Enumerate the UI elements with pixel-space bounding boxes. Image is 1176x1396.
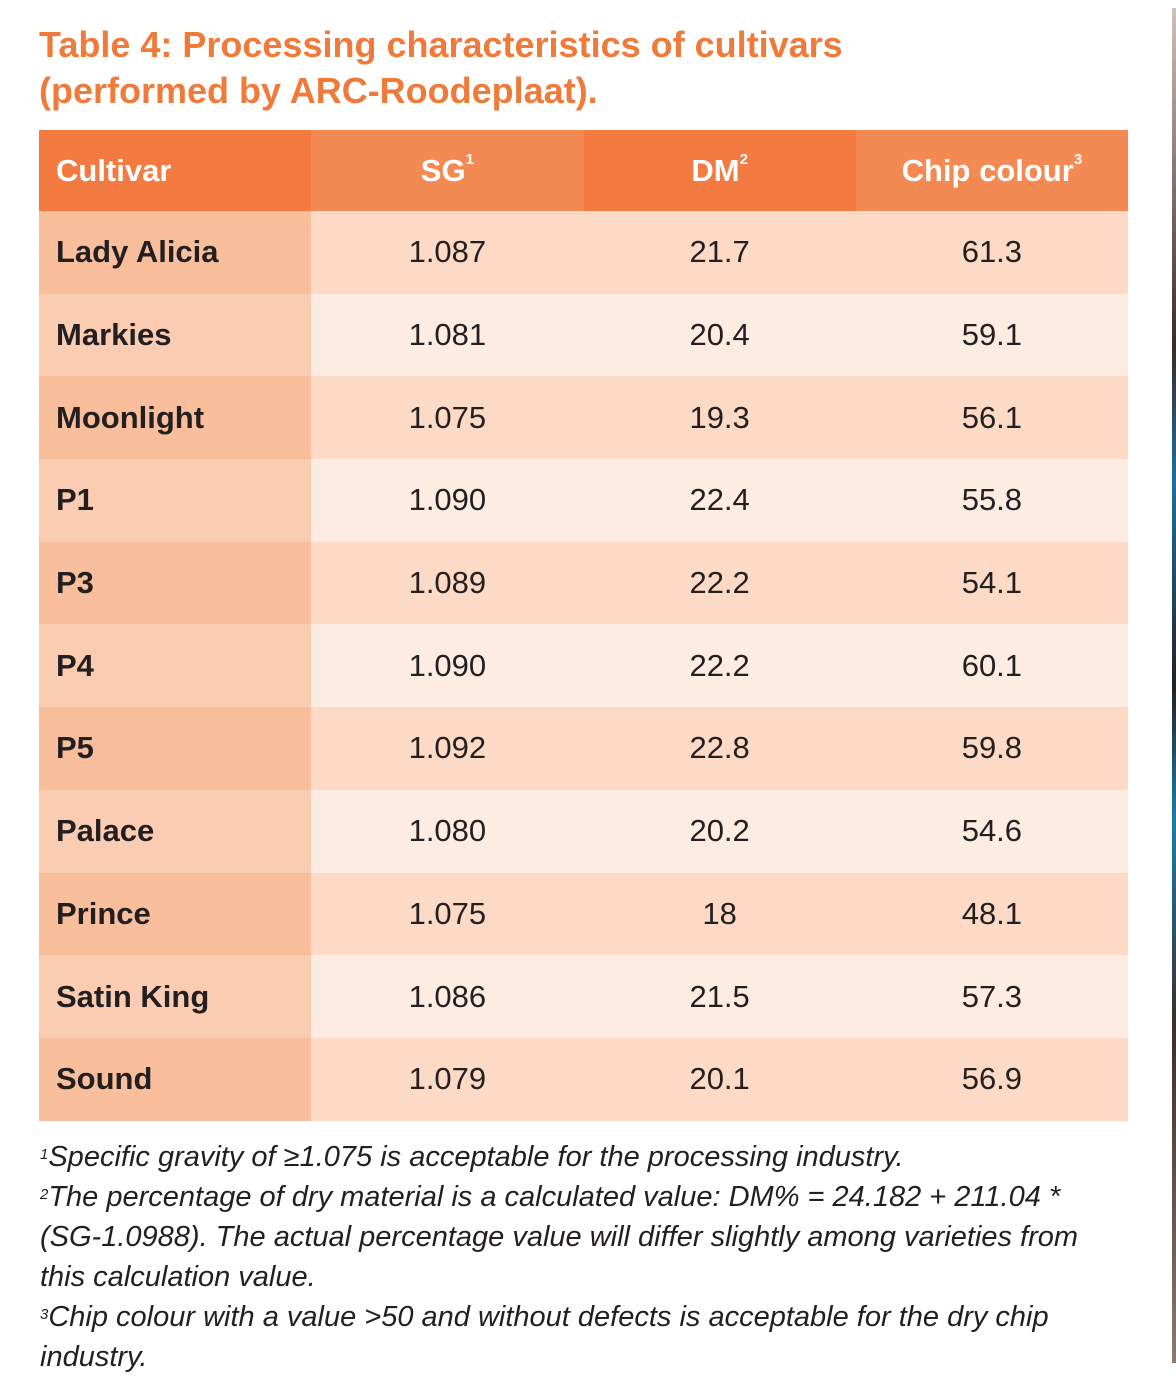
cell-cultivar: Satin King <box>39 955 312 1038</box>
footnote-1: 1Specific gravity of ≥1.075 is acceptabl… <box>40 1141 904 1173</box>
table-row: Sound 1.079 20.1 56.9 <box>39 1037 1128 1121</box>
table-row: P3 1.089 22.2 54.1 <box>39 541 1128 625</box>
cell-dm: 22.2 <box>583 541 856 625</box>
cell-chip-colour: 61.3 <box>855 211 1128 294</box>
header-chip-colour: Chip colour3 <box>855 130 1128 211</box>
cell-chip-colour: 54.1 <box>855 541 1128 625</box>
cell-chip-colour: 59.8 <box>855 707 1128 790</box>
cell-sg: 1.089 <box>311 541 584 625</box>
cell-cultivar: Palace <box>39 789 312 873</box>
cell-cultivar: P3 <box>39 541 312 625</box>
cell-chip-colour: 56.1 <box>855 376 1128 460</box>
cell-chip-colour: 56.9 <box>855 1037 1128 1121</box>
cell-cultivar: Prince <box>39 872 312 956</box>
cell-chip-colour: 57.3 <box>855 955 1128 1038</box>
cell-sg: 1.080 <box>311 789 584 873</box>
table-row: P5 1.092 22.8 59.8 <box>39 707 1128 790</box>
cell-chip-colour: 59.1 <box>855 293 1128 377</box>
cell-dm: 21.7 <box>583 211 856 294</box>
cell-chip-colour: 54.6 <box>855 789 1128 873</box>
cell-dm: 20.4 <box>583 293 856 377</box>
cell-cultivar: Moonlight <box>39 376 312 460</box>
cell-cultivar: P4 <box>39 624 312 708</box>
table-row: Palace 1.080 20.2 54.6 <box>39 789 1128 873</box>
table-row: Lady Alicia 1.087 21.7 61.3 <box>39 211 1128 294</box>
title-line-2: (performed by ARC-Roodeplaat). <box>39 70 598 111</box>
cell-sg: 1.079 <box>311 1037 584 1121</box>
cell-sg: 1.090 <box>311 624 584 708</box>
cell-cultivar: Lady Alicia <box>39 211 312 294</box>
table-row: P4 1.090 22.2 60.1 <box>39 624 1128 708</box>
cell-dm: 22.4 <box>583 459 856 542</box>
cell-sg: 1.087 <box>311 211 584 294</box>
cell-dm: 22.2 <box>583 624 856 708</box>
title-line-1: Table 4: Processing characteristics of c… <box>39 24 843 65</box>
cell-cultivar: Markies <box>39 293 312 377</box>
header-cultivar: Cultivar <box>39 130 312 211</box>
cell-cultivar: P5 <box>39 707 312 790</box>
header-sg: SG1 <box>311 130 584 211</box>
header-dm: DM2 <box>583 130 856 211</box>
table-row: Prince 1.075 18 48.1 <box>39 872 1128 956</box>
cell-dm: 20.2 <box>583 789 856 873</box>
cell-sg: 1.081 <box>311 293 584 377</box>
cell-cultivar: P1 <box>39 459 312 542</box>
footnote-2: 2The percentage of dry material is a cal… <box>40 1181 1079 1293</box>
cell-dm: 22.8 <box>583 707 856 790</box>
cell-sg: 1.090 <box>311 459 584 542</box>
cell-sg: 1.086 <box>311 955 584 1038</box>
footnotes: 1Specific gravity of ≥1.075 is acceptabl… <box>40 1137 1120 1377</box>
cell-dm: 19.3 <box>583 376 856 460</box>
cell-chip-colour: 55.8 <box>855 459 1128 542</box>
adjacent-photo-edge <box>1172 8 1176 1363</box>
cell-sg: 1.092 <box>311 707 584 790</box>
cell-dm: 20.1 <box>583 1037 856 1121</box>
cell-cultivar: Sound <box>39 1037 312 1121</box>
cell-dm: 21.5 <box>583 955 856 1038</box>
table-row: Satin King 1.086 21.5 57.3 <box>39 955 1128 1038</box>
table-title: Table 4: Processing characteristics of c… <box>39 22 843 114</box>
cell-sg: 1.075 <box>311 872 584 956</box>
table-row: Markies 1.081 20.4 59.1 <box>39 293 1128 377</box>
header-row: Cultivar SG1 DM2 Chip colour3 <box>39 130 1128 211</box>
processing-table: Cultivar SG1 DM2 Chip colour3 Lady Alici… <box>39 130 1128 1121</box>
cell-dm: 18 <box>583 872 856 956</box>
table-row: Moonlight 1.075 19.3 56.1 <box>39 376 1128 460</box>
footnote-3: 3Chip colour with a value >50 and withou… <box>40 1301 1049 1373</box>
cell-chip-colour: 48.1 <box>855 872 1128 956</box>
cell-sg: 1.075 <box>311 376 584 460</box>
table-row: P1 1.090 22.4 55.8 <box>39 459 1128 542</box>
cell-chip-colour: 60.1 <box>855 624 1128 708</box>
